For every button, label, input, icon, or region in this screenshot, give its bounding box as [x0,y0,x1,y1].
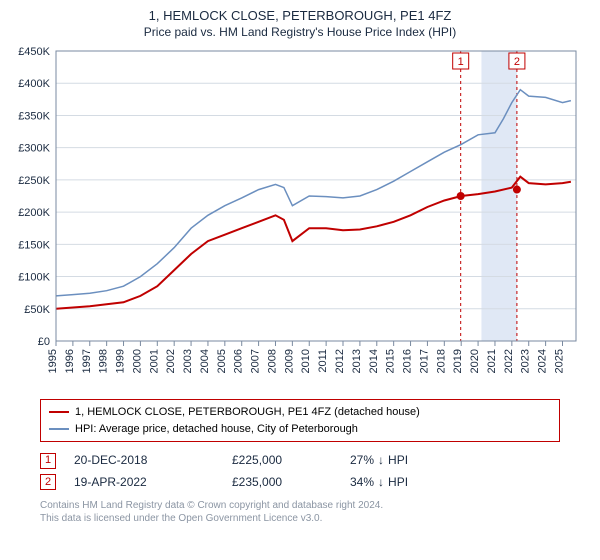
title-line2: Price paid vs. HM Land Registry's House … [8,25,592,39]
svg-text:2008: 2008 [266,349,278,373]
title-line1: 1, HEMLOCK CLOSE, PETERBOROUGH, PE1 4FZ [8,8,592,23]
transaction-diff-1: 27% ↓ HPI [350,450,470,472]
transaction-price-2: £235,000 [232,472,332,494]
svg-text:1: 1 [458,56,464,68]
svg-text:£0: £0 [38,336,50,348]
svg-text:2023: 2023 [520,349,532,373]
svg-text:1996: 1996 [64,349,76,373]
transaction-marker-2: 2 [40,474,56,490]
transaction-price-1: £225,000 [232,450,332,472]
svg-text:£450K: £450K [18,46,50,58]
svg-text:2013: 2013 [351,349,363,373]
legend-label-hpi: HPI: Average price, detached house, City… [75,421,358,438]
svg-text:2012: 2012 [334,349,346,373]
svg-text:1998: 1998 [98,349,110,373]
svg-text:2015: 2015 [385,349,397,373]
footer-line1: Contains HM Land Registry data © Crown c… [40,499,560,512]
svg-text:2010: 2010 [300,349,312,373]
svg-text:2: 2 [514,56,520,68]
arrow-down-icon: ↓ [378,450,384,472]
svg-text:2021: 2021 [486,349,498,373]
transaction-diff-2: 34% ↓ HPI [350,472,470,494]
svg-text:2011: 2011 [317,349,329,373]
svg-text:2017: 2017 [418,349,430,373]
transaction-date-1: 20-DEC-2018 [74,450,214,472]
svg-text:2009: 2009 [283,349,295,373]
svg-text:£300K: £300K [18,143,50,155]
svg-text:2019: 2019 [452,349,464,373]
svg-text:1999: 1999 [115,349,127,373]
legend-swatch-hpi [49,428,69,430]
svg-text:£350K: £350K [18,110,50,122]
svg-text:2020: 2020 [469,349,481,373]
svg-text:2003: 2003 [182,349,194,373]
line-chart-svg: £0 £50K £100K £150K £200K £250K £300K £350K £400… [8,45,592,395]
chart-container: 1, HEMLOCK CLOSE, PETERBOROUGH, PE1 4FZ … [0,0,600,560]
svg-text:2018: 2018 [435,349,447,373]
svg-text:£100K: £100K [18,272,50,284]
svg-text:2007: 2007 [250,349,262,373]
footer: Contains HM Land Registry data © Crown c… [40,499,560,525]
svg-text:£250K: £250K [18,175,50,187]
svg-text:£150K: £150K [18,239,50,251]
transaction-row-2: 2 19-APR-2022 £235,000 34% ↓ HPI [40,472,560,494]
legend-swatch-property [49,411,69,413]
svg-text:2016: 2016 [402,349,414,373]
svg-text:2014: 2014 [368,349,380,373]
svg-text:2004: 2004 [199,349,211,373]
transaction-date-2: 19-APR-2022 [74,472,214,494]
svg-text:2024: 2024 [537,349,549,373]
svg-text:2000: 2000 [131,349,143,373]
svg-text:2022: 2022 [503,349,515,373]
svg-text:2001: 2001 [148,349,160,373]
svg-text:2002: 2002 [165,349,177,373]
legend-row-hpi: HPI: Average price, detached house, City… [49,421,551,438]
svg-text:2006: 2006 [233,349,245,373]
transaction-row-1: 1 20-DEC-2018 £225,000 27% ↓ HPI [40,450,560,472]
svg-text:2025: 2025 [553,349,565,373]
footer-line2: This data is licensed under the Open Gov… [40,512,560,525]
legend-box: 1, HEMLOCK CLOSE, PETERBOROUGH, PE1 4FZ … [40,399,560,442]
chart-area: £0 £50K £100K £150K £200K £250K £300K £350K £400… [8,45,592,395]
svg-text:2005: 2005 [216,349,228,373]
svg-text:£50K: £50K [24,304,50,316]
svg-text:£200K: £200K [18,207,50,219]
transaction-table: 1 20-DEC-2018 £225,000 27% ↓ HPI 2 19-AP… [40,450,560,493]
svg-text:1995: 1995 [47,349,59,373]
svg-text:1997: 1997 [81,349,93,373]
legend-label-property: 1, HEMLOCK CLOSE, PETERBOROUGH, PE1 4FZ … [75,404,420,421]
transaction-marker-1: 1 [40,453,56,469]
svg-text:£400K: £400K [18,78,50,90]
arrow-down-icon: ↓ [378,472,384,494]
legend-row-property: 1, HEMLOCK CLOSE, PETERBOROUGH, PE1 4FZ … [49,404,551,421]
